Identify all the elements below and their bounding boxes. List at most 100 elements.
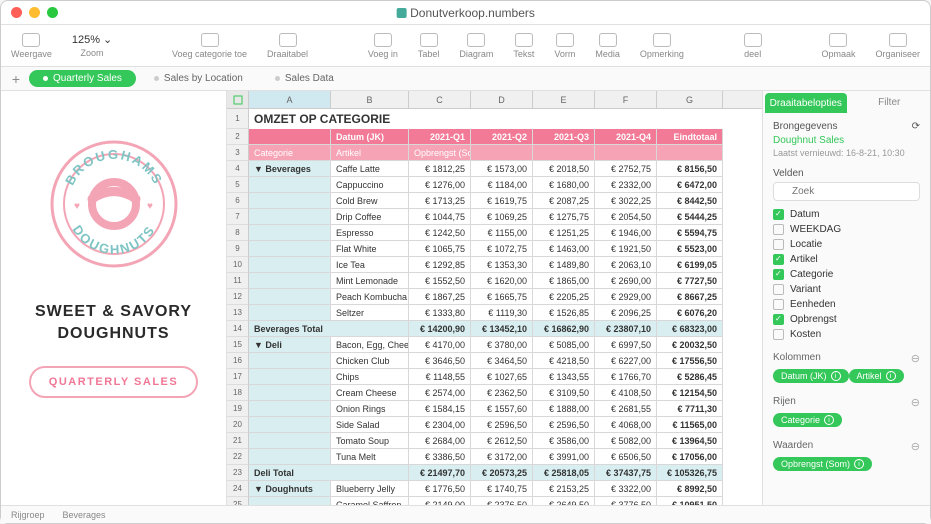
cell[interactable]: € 4170,00	[409, 337, 471, 353]
cell[interactable]: € 6199,05	[657, 257, 723, 273]
zoom-control[interactable]: 125% ⌄Zoom	[72, 33, 112, 58]
cell[interactable]: € 2596,50	[471, 417, 533, 433]
cell[interactable]: Deli Total	[249, 465, 409, 481]
cell[interactable]: € 2574,00	[409, 385, 471, 401]
cell[interactable]	[249, 305, 331, 321]
checkbox-icon[interactable]	[773, 329, 784, 340]
cell[interactable]: € 1343,55	[533, 369, 595, 385]
cell[interactable]: € 2612,50	[471, 433, 533, 449]
cell[interactable]: € 3386,50	[409, 449, 471, 465]
maximize-icon[interactable]	[47, 7, 58, 18]
cell[interactable]: € 1946,00	[595, 225, 657, 241]
cell[interactable]: Caffe Latte	[331, 161, 409, 177]
cell[interactable]: Beverages Total	[249, 321, 409, 337]
comment-button[interactable]: Opmerking	[640, 33, 684, 59]
cell[interactable]: € 20032,50	[657, 337, 723, 353]
cell[interactable]: Flat White	[331, 241, 409, 257]
cell[interactable]: € 8442,50	[657, 193, 723, 209]
tab-filter[interactable]: Filter	[849, 91, 931, 113]
cell[interactable]: € 2332,00	[595, 177, 657, 193]
cell[interactable]: € 1740,75	[471, 481, 533, 497]
cell[interactable]: 2021-Q3	[533, 129, 595, 145]
cell[interactable]: € 1573,00	[471, 161, 533, 177]
column-header[interactable]: G	[657, 91, 723, 108]
cell[interactable]: € 1069,25	[471, 209, 533, 225]
cell[interactable]: € 68323,00	[657, 321, 723, 337]
remove-icon[interactable]: ⊖	[911, 440, 920, 453]
cell[interactable]: Onion Rings	[331, 401, 409, 417]
cell[interactable]: Cream Cheese	[331, 385, 409, 401]
cell[interactable]: € 2149,00	[409, 497, 471, 505]
cell[interactable]: Seltzer	[331, 305, 409, 321]
cell[interactable]	[249, 369, 331, 385]
cell[interactable]: € 2153,25	[533, 481, 595, 497]
field-item[interactable]: Datum	[773, 207, 920, 222]
cell[interactable]: € 17556,50	[657, 353, 723, 369]
cell[interactable]: Espresso	[331, 225, 409, 241]
checkbox-icon[interactable]	[773, 254, 784, 265]
cell[interactable]	[249, 497, 331, 505]
close-icon[interactable]	[11, 7, 22, 18]
organize-button[interactable]: Organiseer	[875, 33, 920, 59]
cell[interactable]: € 3991,00	[533, 449, 595, 465]
cell[interactable]: € 13964,50	[657, 433, 723, 449]
cell[interactable]: Eindtotaal	[657, 129, 723, 145]
select-all-corner[interactable]	[227, 91, 249, 108]
cell[interactable]: € 1776,50	[409, 481, 471, 497]
cell[interactable]: Bacon, Egg, Cheese	[331, 337, 409, 353]
row-header[interactable]: 20	[227, 417, 249, 433]
cell[interactable]: € 1119,30	[471, 305, 533, 321]
cell[interactable]: € 1072,75	[471, 241, 533, 257]
cell[interactable]: 2021-Q1	[409, 129, 471, 145]
cell[interactable]: € 10951,50	[657, 497, 723, 505]
row-header[interactable]: 22	[227, 449, 249, 465]
row-header[interactable]: 8	[227, 225, 249, 241]
row-header[interactable]: 13	[227, 305, 249, 321]
cell[interactable]: € 1275,75	[533, 209, 595, 225]
column-header[interactable]: A	[249, 91, 331, 108]
cell[interactable]: € 16862,90	[533, 321, 595, 337]
cell[interactable]: € 5444,25	[657, 209, 723, 225]
cell[interactable]: € 17056,00	[657, 449, 723, 465]
cell[interactable]: € 1680,00	[533, 177, 595, 193]
row-header[interactable]: 6	[227, 193, 249, 209]
cell[interactable]: Drip Coffee	[331, 209, 409, 225]
cell[interactable]: € 1865,00	[533, 273, 595, 289]
cell[interactable]	[249, 193, 331, 209]
cell[interactable]: Cold Brew	[331, 193, 409, 209]
cell[interactable]	[533, 145, 595, 161]
text-button[interactable]: Tekst	[513, 33, 534, 59]
cell[interactable]: € 1148,55	[409, 369, 471, 385]
cell[interactable]: Ice Tea	[331, 257, 409, 273]
field-pill[interactable]: Opbrengst (Som)i	[773, 457, 872, 471]
cell[interactable]: € 8992,50	[657, 481, 723, 497]
cell[interactable]: € 1242,50	[409, 225, 471, 241]
sheet-tab[interactable]: Sales Data	[261, 70, 348, 87]
field-pill[interactable]: Artikeli	[849, 369, 904, 383]
cell[interactable]: € 5085,00	[533, 337, 595, 353]
row-header[interactable]: 11	[227, 273, 249, 289]
sheet-tab[interactable]: Sales by Location	[140, 70, 257, 87]
cell[interactable]: € 37437,75	[595, 465, 657, 481]
cell[interactable]: € 3776,50	[595, 497, 657, 505]
row-header[interactable]: 25	[227, 497, 249, 505]
cell[interactable]	[249, 353, 331, 369]
row-header[interactable]: 10	[227, 257, 249, 273]
cell[interactable]	[249, 225, 331, 241]
add-sheet-button[interactable]: +	[7, 70, 25, 88]
pivot-button[interactable]: Draaitabel	[267, 33, 308, 59]
cell[interactable]: € 1713,25	[409, 193, 471, 209]
cell[interactable]: Categorie	[249, 145, 331, 161]
cell[interactable]: € 3322,00	[595, 481, 657, 497]
checkbox-icon[interactable]	[773, 284, 784, 295]
field-pill[interactable]: Categoriei	[773, 413, 842, 427]
checkbox-icon[interactable]	[773, 299, 784, 310]
cell[interactable]: Artikel	[331, 145, 409, 161]
cell[interactable]: € 23807,10	[595, 321, 657, 337]
cell[interactable]: 2021-Q2	[471, 129, 533, 145]
cell[interactable]: € 2752,75	[595, 161, 657, 177]
cell[interactable]: € 1184,00	[471, 177, 533, 193]
checkbox-icon[interactable]	[773, 314, 784, 325]
row-header[interactable]: 16	[227, 353, 249, 369]
cell[interactable]: € 2684,00	[409, 433, 471, 449]
